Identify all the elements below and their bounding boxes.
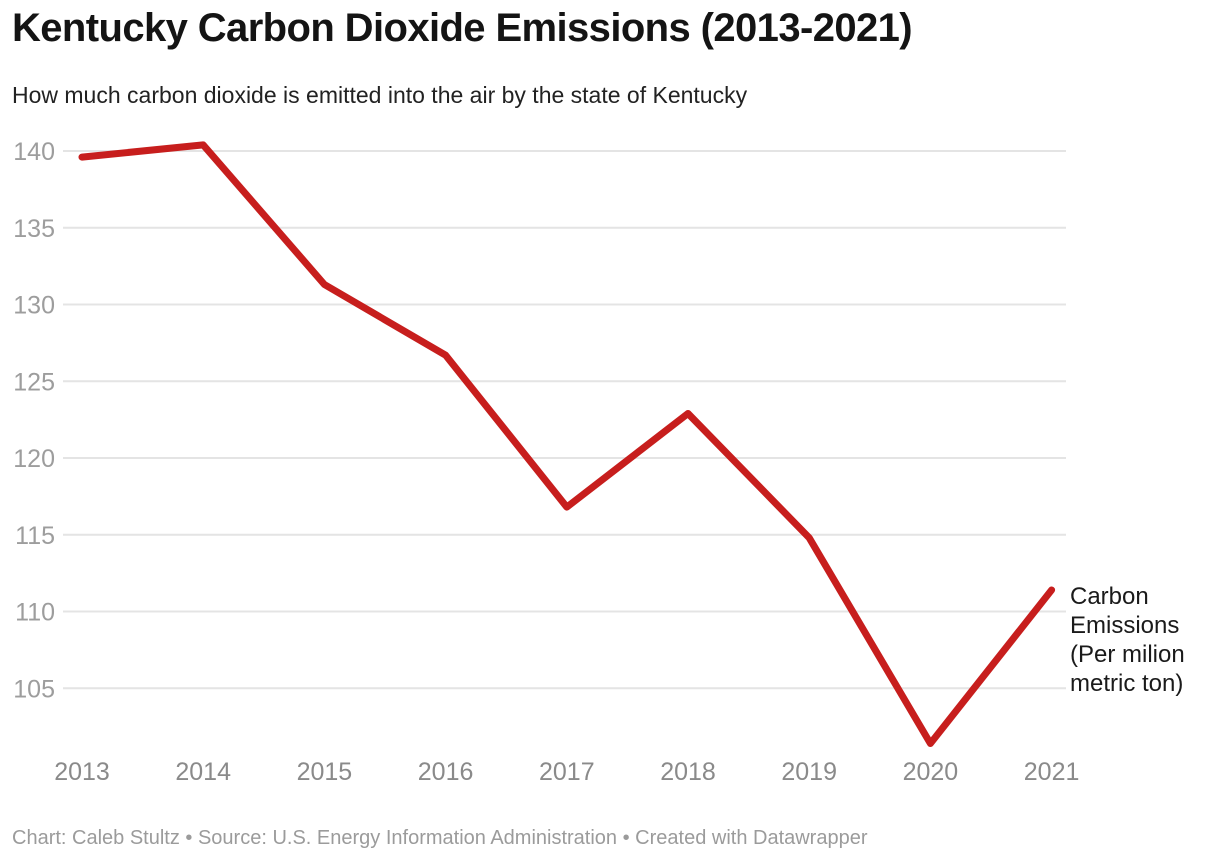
y-axis-tick-label: 130 bbox=[13, 292, 55, 320]
x-axis-tick-label: 2015 bbox=[297, 758, 353, 786]
x-axis-tick-label: 2017 bbox=[539, 758, 595, 786]
x-axis-tick-label: 2020 bbox=[903, 758, 959, 786]
x-axis-tick-label: 2013 bbox=[54, 758, 110, 786]
y-axis-tick-label: 105 bbox=[13, 675, 55, 703]
series-label: Carbon Emissions (Per milion metric ton) bbox=[1070, 583, 1185, 697]
x-axis-tick-label: 2021 bbox=[1024, 758, 1080, 786]
chart-footer: Chart: Caleb Stultz • Source: U.S. Energ… bbox=[12, 827, 868, 849]
y-axis-tick-label: 140 bbox=[13, 138, 55, 166]
y-axis-tick-label: 125 bbox=[13, 368, 55, 396]
chart-subtitle: How much carbon dioxide is emitted into … bbox=[12, 82, 748, 108]
x-axis-tick-label: 2018 bbox=[660, 758, 716, 786]
chart-title: Kentucky Carbon Dioxide Emissions (2013-… bbox=[12, 6, 913, 50]
y-axis-tick-label: 135 bbox=[13, 215, 55, 243]
y-axis-tick-label: 110 bbox=[15, 599, 55, 627]
y-axis-tick-label: 115 bbox=[15, 522, 55, 550]
y-axis-tick-label: 120 bbox=[13, 445, 55, 473]
x-axis-tick-label: 2014 bbox=[175, 758, 231, 786]
x-axis-tick-label: 2016 bbox=[418, 758, 474, 786]
emissions-line bbox=[78, 141, 1056, 747]
x-axis-tick-label: 2019 bbox=[781, 758, 837, 786]
